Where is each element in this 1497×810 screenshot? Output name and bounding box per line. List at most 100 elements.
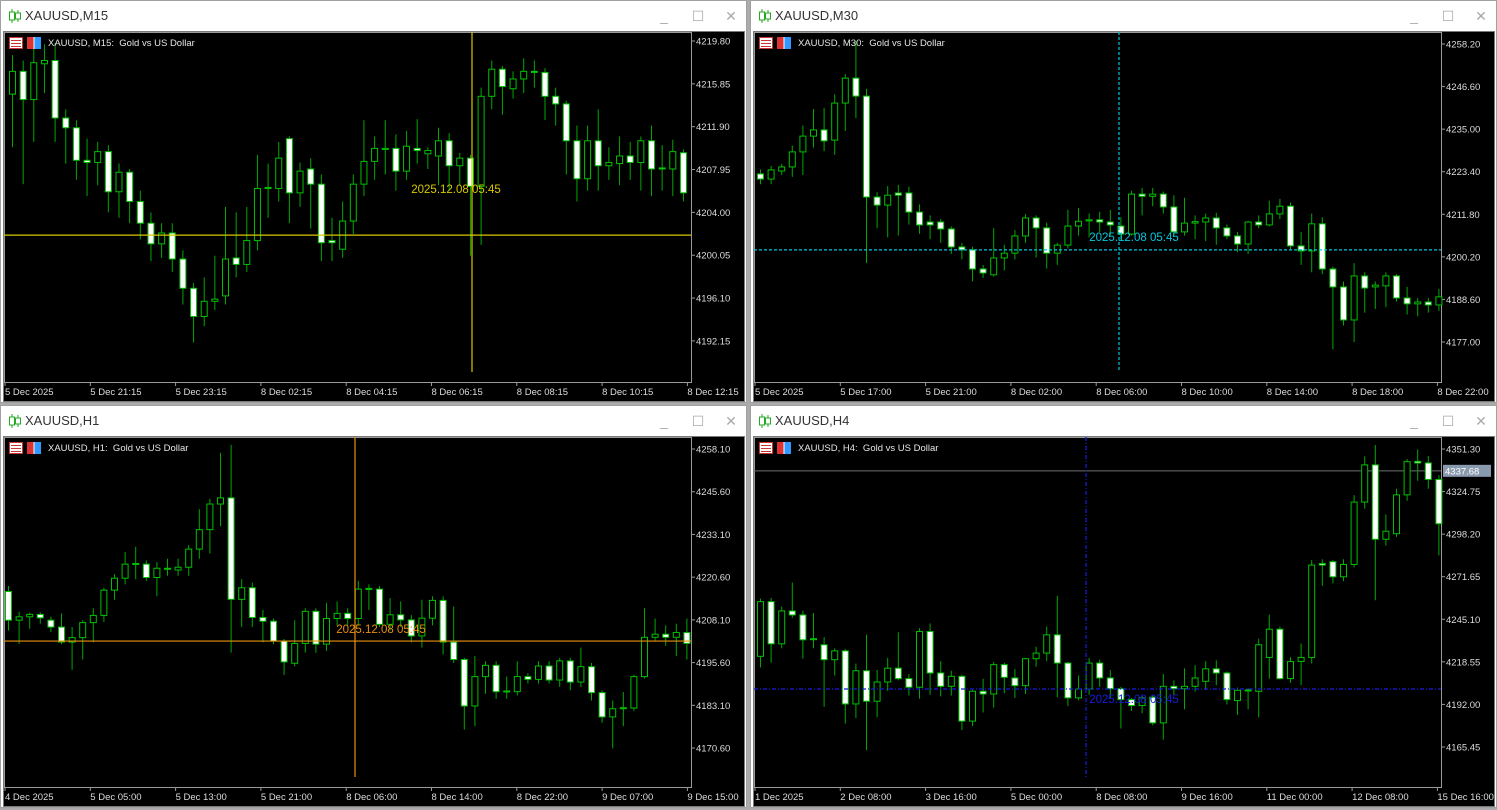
candle: [1064, 209, 1072, 249]
candle: [471, 656, 479, 727]
chart-window-h4[interactable]: XAUUSD,H4 _ ☐ ✕ 4351.30 4324.75 4298.20 4271.65…: [750, 405, 1497, 808]
window-title-bar[interactable]: XAUUSD,H4 _ ☐ ✕: [751, 406, 1496, 436]
candle: [1340, 281, 1347, 326]
minimize-button[interactable]: _: [660, 413, 668, 429]
bull-candle-body: [79, 622, 87, 639]
bull-candle-body: [30, 62, 38, 101]
bull-candle-body: [1255, 644, 1263, 692]
price-chart[interactable]: 4219.80 4215.85 4211.90 4207.95 4204.00 4200.…: [3, 31, 745, 402]
maximize-button[interactable]: ☐: [1441, 8, 1455, 24]
window-title: XAUUSD,M30: [775, 8, 859, 23]
candle: [174, 558, 182, 576]
minimize-button[interactable]: _: [1410, 8, 1418, 24]
bear-candle-body: [104, 151, 112, 193]
current-price-badge: [1443, 464, 1491, 477]
window-title-bar[interactable]: XAUUSD,M30 _ ☐ ✕: [751, 1, 1496, 31]
bull-candle-body: [841, 77, 849, 104]
bear-candle-body: [1223, 672, 1231, 701]
trade-list-icon[interactable]: [9, 442, 23, 454]
candle: [136, 190, 144, 240]
chart-window-m15[interactable]: XAUUSD,M15 _ ☐ ✕ 4219.80 4215.85 4211.90 4207.9…: [0, 0, 747, 403]
candles: [9, 41, 687, 343]
time-tick-label: 11 Dec 00:00: [1267, 792, 1323, 803]
price-chart[interactable]: 4258.10 4245.60 4233.10 4220.60 4208.10 4195.…: [3, 436, 745, 807]
bear-candle-body: [788, 610, 796, 616]
price-chart[interactable]: 4351.30 4324.75 4298.20 4271.65 4245.10 4218.…: [753, 436, 1495, 807]
bear-candle-body: [450, 641, 458, 661]
bull-candle-body: [1382, 530, 1390, 540]
bear-candle-body: [328, 240, 336, 244]
close-button[interactable]: ✕: [1475, 8, 1487, 24]
bull-candle-body: [1414, 301, 1422, 305]
candle: [89, 608, 97, 643]
bear-candle-body: [1096, 219, 1104, 223]
price-tick-label: 4165.45: [1446, 742, 1480, 753]
bull-candle-body: [1181, 222, 1188, 233]
time-tick-label: 8 Dec 14:00: [432, 792, 483, 803]
price-tick-label: 4183.10: [696, 701, 730, 712]
candle: [19, 60, 27, 185]
bull-candle-body: [206, 503, 214, 531]
candle: [767, 165, 775, 185]
candlestick-chart[interactable]: 4258.20 4246.60 4235.00 4223.40 4211.80 4200.…: [754, 32, 1494, 401]
candle: [658, 145, 666, 191]
bear-candle-body: [1371, 464, 1379, 540]
candle: [672, 623, 680, 657]
maximize-button[interactable]: ☐: [1441, 413, 1455, 429]
candlestick-chart[interactable]: 4351.30 4324.75 4298.20 4271.65 4245.10 4218.…: [754, 437, 1494, 806]
close-button[interactable]: ✕: [725, 8, 737, 24]
candle: [100, 587, 108, 622]
candle: [418, 599, 426, 648]
one-click-trading-icon[interactable]: [27, 37, 41, 49]
bull-candle-body: [641, 636, 648, 678]
close-button[interactable]: ✕: [725, 413, 737, 429]
trade-list-icon[interactable]: [759, 442, 773, 454]
chart-window-h1[interactable]: XAUUSD,H1 _ ☐ ✕ 4258.10 4245.60 4233.10 4220.60…: [0, 405, 747, 808]
one-click-trading-icon[interactable]: [777, 37, 791, 49]
bull-candle-body: [354, 588, 362, 620]
bear-candle-body: [1170, 685, 1178, 690]
candle: [894, 632, 902, 681]
candle: [884, 186, 892, 238]
maximize-button[interactable]: ☐: [691, 413, 705, 429]
candle: [990, 228, 998, 277]
price-chart[interactable]: 4258.20 4246.60 4235.00 4223.40 4211.80 4200.…: [753, 31, 1495, 402]
trade-list-icon[interactable]: [759, 37, 773, 49]
one-click-trading-icon[interactable]: [27, 442, 41, 454]
chart-window-m30[interactable]: XAUUSD,M30 _ ☐ ✕ 4258.20 4246.60 4235.00 4223.4…: [750, 0, 1497, 403]
minimize-button[interactable]: _: [660, 8, 668, 24]
bull-candle-body: [916, 630, 923, 688]
candle: [121, 551, 129, 585]
price-tick-label: 4192.00: [1446, 700, 1480, 711]
bear-candle-body: [852, 77, 860, 97]
one-click-trading-icon[interactable]: [777, 442, 791, 454]
bear-candle-body: [926, 221, 934, 226]
candlestick-chart[interactable]: 4219.80 4215.85 4211.90 4207.95 4204.00 4200.…: [4, 32, 744, 401]
time-tick-label: 8 Dec 12:15: [687, 387, 738, 398]
candle: [799, 125, 807, 176]
window-title-bar[interactable]: XAUUSD,H1 _ ☐ ✕: [1, 406, 746, 436]
candle: [1255, 215, 1263, 229]
bull-candle-body: [1244, 221, 1252, 245]
close-button[interactable]: ✕: [1475, 413, 1487, 429]
plot-frame: [4, 437, 692, 788]
candle: [339, 201, 347, 258]
trade-list-icon[interactable]: [9, 37, 23, 49]
candle: [767, 597, 775, 663]
candle: [328, 217, 336, 262]
minimize-button[interactable]: _: [1410, 413, 1418, 429]
maximize-button[interactable]: ☐: [691, 8, 705, 24]
candle: [905, 673, 913, 696]
candle: [72, 120, 80, 180]
time-tick-label: 8 Dec 10:15: [602, 387, 653, 398]
window-title-bar[interactable]: XAUUSD,M15 _ ☐ ✕: [1, 1, 746, 31]
bear-candle-body: [1106, 677, 1114, 690]
candle: [488, 60, 496, 110]
bear-candle-body: [413, 147, 421, 152]
candle: [820, 637, 828, 707]
bear-candle-body: [1234, 235, 1241, 245]
candle: [1403, 459, 1411, 501]
candle: [466, 154, 474, 256]
candlestick-chart[interactable]: 4258.10 4245.60 4233.10 4220.60 4208.10 4195.…: [4, 437, 744, 806]
candle: [831, 94, 839, 155]
